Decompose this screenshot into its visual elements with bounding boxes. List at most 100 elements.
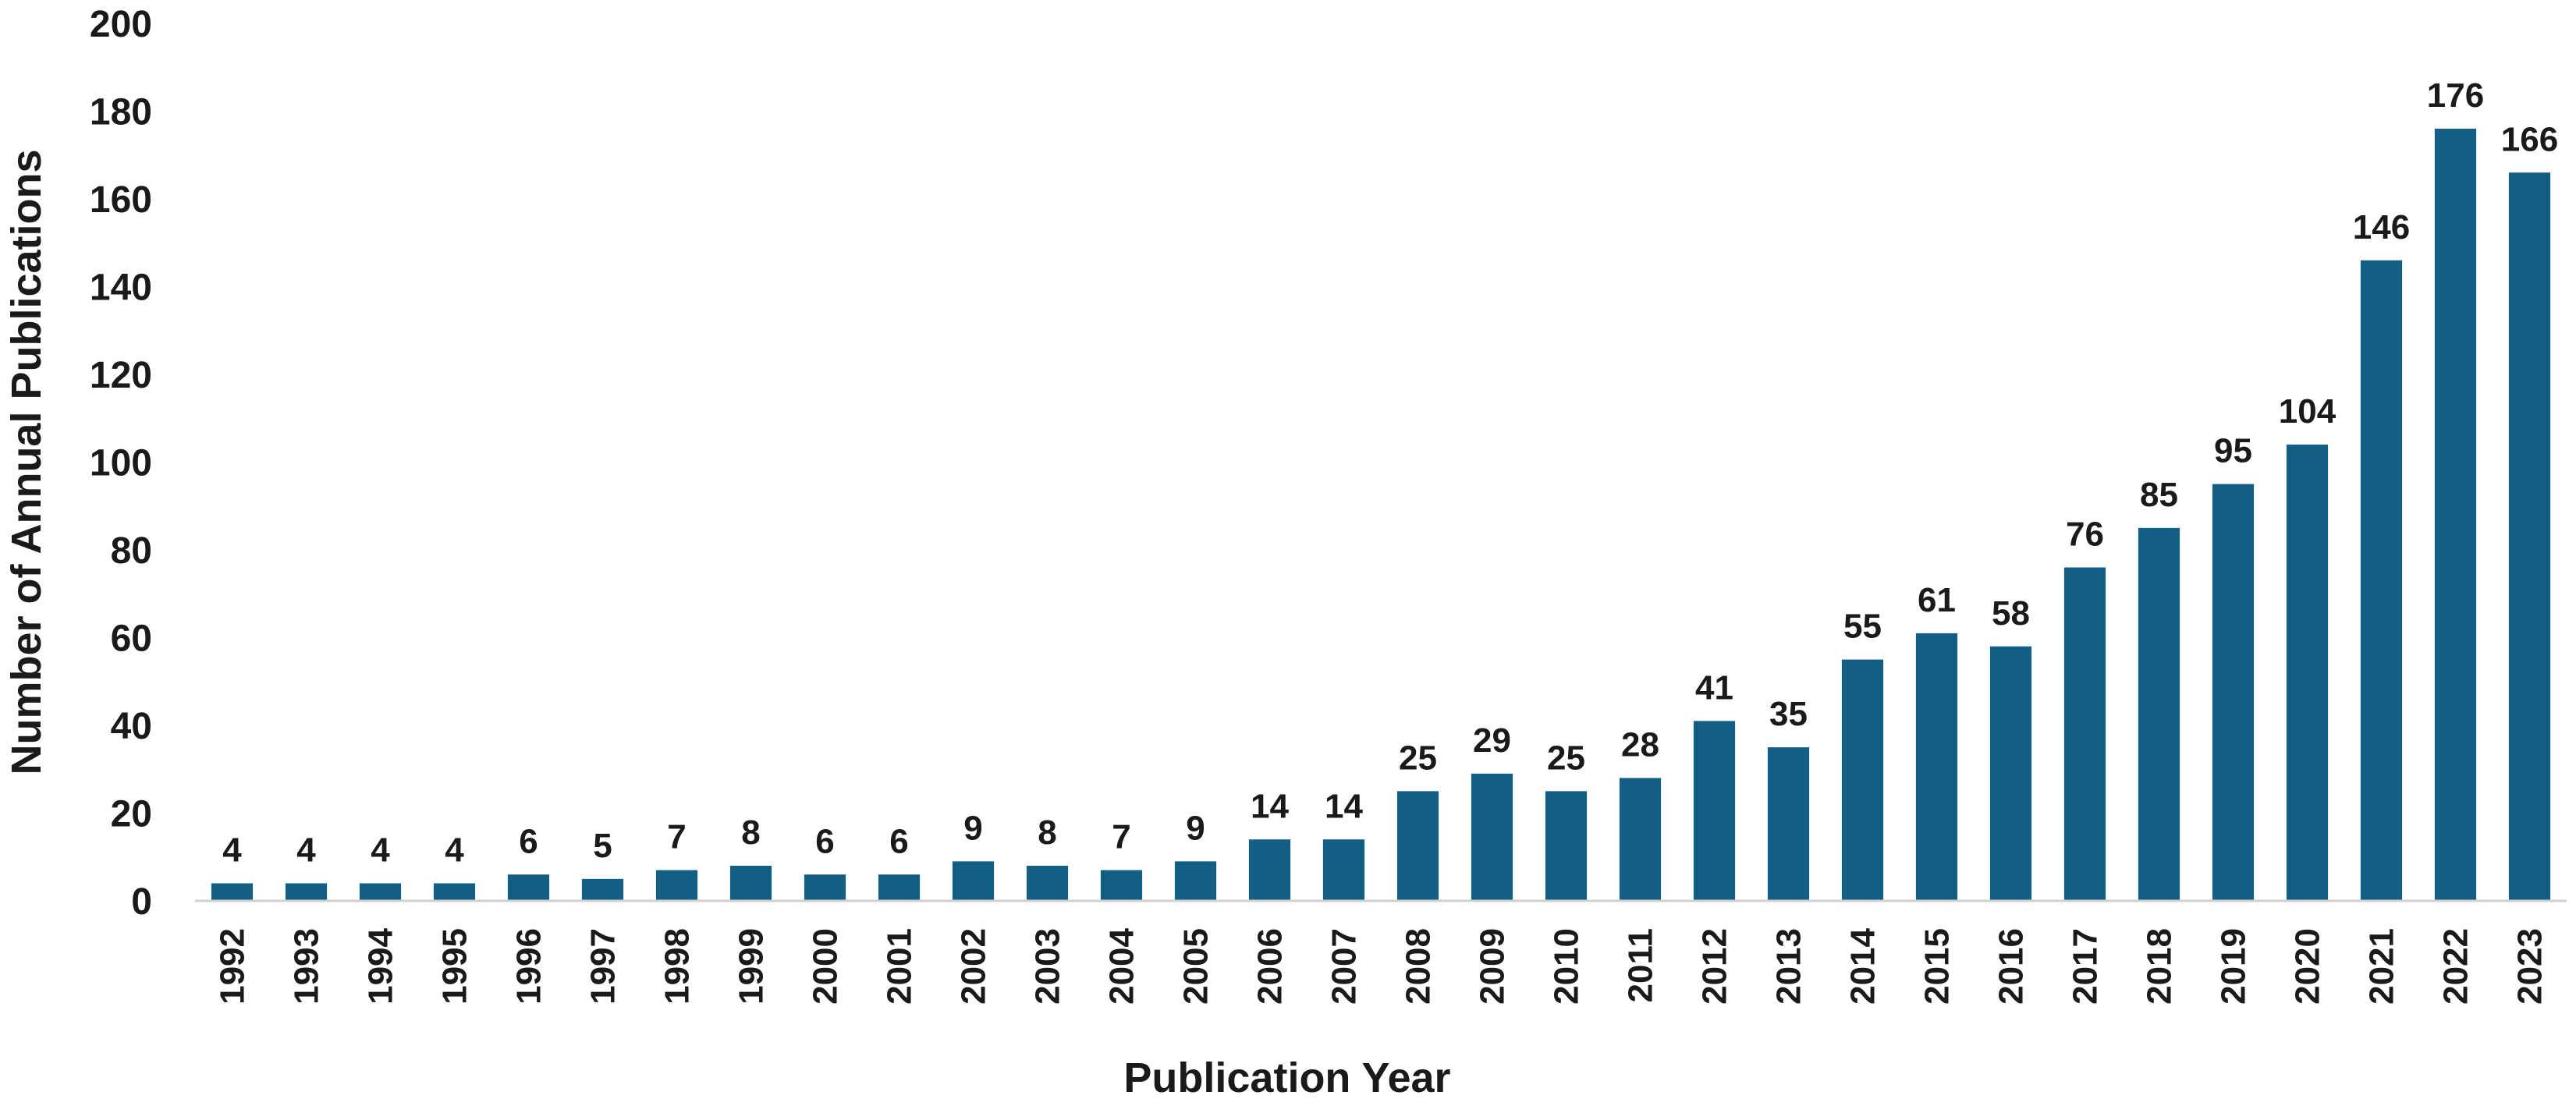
- data-label: 9: [963, 809, 982, 847]
- data-label: 6: [889, 822, 908, 860]
- bar: [581, 878, 624, 901]
- x-tick-label: 2009: [1474, 928, 1512, 1005]
- bar: [2212, 484, 2255, 901]
- bar: [1545, 791, 1588, 901]
- data-label: 9: [1186, 809, 1205, 847]
- bar: [1026, 866, 1069, 901]
- data-label: 95: [2214, 432, 2252, 470]
- y-tick-label: 160: [90, 179, 152, 221]
- data-label: 14: [1251, 787, 1289, 825]
- bar: [359, 883, 402, 901]
- y-axis: 0 20 40 60 80 100 120 140 160 180 200: [90, 4, 152, 923]
- x-tick-label: 2021: [2363, 928, 2401, 1005]
- data-label: 55: [1843, 608, 1882, 646]
- bar: [804, 874, 846, 901]
- data-label: 8: [741, 813, 760, 852]
- data-label: 8: [1038, 813, 1056, 852]
- y-tick-label: 20: [111, 794, 152, 835]
- x-tick-label: 2013: [1770, 928, 1808, 1005]
- x-tick-label: 2004: [1103, 927, 1141, 1004]
- data-label: 58: [1992, 594, 2030, 633]
- bar: [1322, 839, 1365, 901]
- data-label: 4: [371, 831, 390, 870]
- y-axis-title: Number of Annual Publications: [3, 149, 50, 774]
- data-label: 6: [519, 822, 538, 860]
- x-tick-label: 1998: [658, 928, 697, 1005]
- data-labels: 4 4 4 4 6 5 7 8 6 6 9 8 7 9 14 14 25 29 25 28 41 35 55 61 58 76 85…: [222, 76, 2558, 870]
- x-tick-label: 2016: [1992, 928, 2031, 1005]
- data-label: 76: [2066, 516, 2104, 554]
- x-tick-label: 2010: [1548, 928, 1586, 1005]
- x-tick-label: 1993: [288, 928, 326, 1005]
- y-tick-label: 180: [90, 92, 152, 133]
- x-tick-label: 2008: [1400, 928, 1438, 1005]
- data-label: 7: [1112, 818, 1130, 856]
- bar: [1841, 659, 1884, 901]
- bar: [2063, 567, 2106, 901]
- data-label: 104: [2279, 392, 2336, 431]
- data-label: 4: [445, 831, 464, 870]
- data-label: 25: [1399, 739, 1437, 777]
- data-label: 14: [1325, 787, 1363, 825]
- bar: [729, 866, 772, 901]
- x-tick-label: 1999: [733, 928, 771, 1005]
- x-tick-label: 2019: [2215, 928, 2253, 1005]
- bar: [1693, 721, 1736, 901]
- y-tick-label: 120: [90, 355, 152, 396]
- bar: [2508, 172, 2551, 901]
- bar: [2360, 260, 2403, 901]
- x-tick-label: 2002: [955, 928, 993, 1005]
- bar: [1396, 791, 1439, 901]
- data-label: 5: [593, 827, 612, 865]
- x-tick-label: 2012: [1696, 928, 1734, 1005]
- x-tick-label: 2006: [1251, 928, 1290, 1005]
- x-tick-label: 1996: [510, 928, 548, 1005]
- data-label: 61: [1918, 581, 1956, 619]
- data-label: 176: [2427, 76, 2484, 115]
- x-tick-label: 2014: [1844, 927, 1882, 1004]
- bar: [2138, 527, 2180, 901]
- data-label: 35: [1769, 695, 1808, 733]
- bar: [878, 874, 921, 901]
- bar: [2286, 445, 2329, 901]
- x-tick-label: 2022: [2437, 928, 2475, 1005]
- bar: [1767, 747, 1810, 901]
- data-label: 7: [667, 818, 686, 856]
- data-label: 166: [2501, 120, 2558, 158]
- bar: [1100, 870, 1143, 901]
- bar: [285, 883, 328, 901]
- data-label: 41: [1695, 668, 1733, 707]
- bar: [655, 870, 698, 901]
- y-tick-label: 140: [90, 268, 152, 309]
- y-tick-label: 40: [111, 706, 152, 747]
- bar: [1619, 778, 1662, 901]
- data-label: 6: [815, 822, 834, 860]
- x-tick-label: 2011: [1622, 928, 1660, 1002]
- x-tick-label: 2003: [1029, 928, 1067, 1005]
- data-label: 25: [1547, 739, 1585, 777]
- bar: [1471, 773, 1513, 901]
- x-tick-label: 2023: [2511, 928, 2549, 1005]
- x-tick-label: 2005: [1177, 928, 1215, 1005]
- data-label: 29: [1473, 721, 1511, 760]
- data-label: 85: [2140, 476, 2178, 514]
- bar-series: [211, 129, 2551, 901]
- x-tick-label: 2018: [2141, 928, 2179, 1005]
- x-tick-label: 2017: [2067, 928, 2105, 1005]
- bar: [1989, 646, 2032, 901]
- x-tick-label: 1997: [584, 928, 623, 1005]
- x-tick-label: 2001: [881, 928, 919, 1005]
- data-label: 4: [296, 831, 316, 870]
- bar: [507, 874, 550, 901]
- x-tick-label: 1992: [214, 928, 252, 1005]
- bar: [1174, 861, 1217, 901]
- x-tick-label: 2015: [1918, 928, 1957, 1005]
- data-label: 4: [222, 831, 242, 870]
- bar: [433, 883, 476, 901]
- data-label: 146: [2353, 208, 2410, 246]
- x-axis: 1992 1993 1994 1995 1996 1997 1998 1999 2000 2001…: [214, 927, 2549, 1004]
- x-tick-label: 1995: [436, 928, 474, 1005]
- bar: [952, 861, 995, 901]
